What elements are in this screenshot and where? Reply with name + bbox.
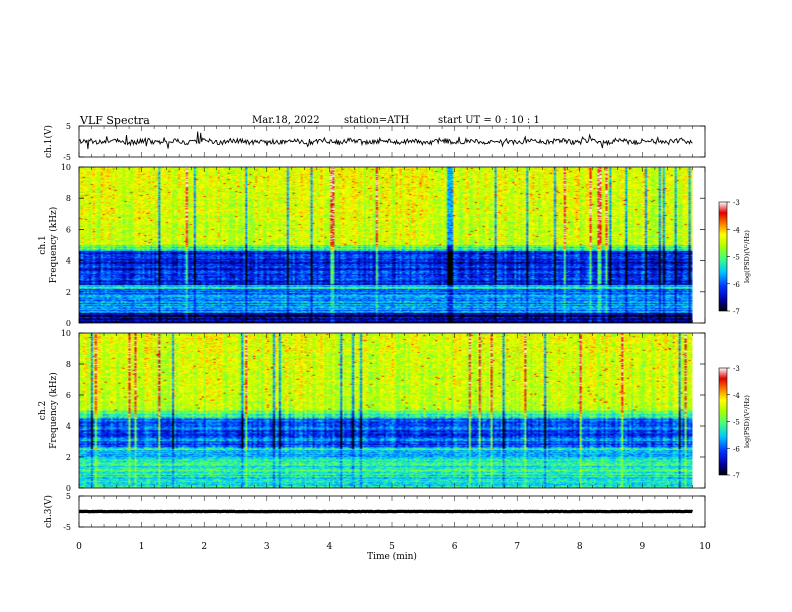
y-tick-label: 10 — [61, 329, 71, 338]
colorbar-ch2-spectrogram — [718, 367, 728, 476]
x-tick-label: 10 — [699, 542, 711, 552]
chart-title: VLF Spectra — [80, 114, 150, 127]
x-tick-label: 6 — [452, 542, 458, 552]
colorbar-tick-label: -4 — [733, 392, 740, 400]
x-tick-label: 0 — [76, 542, 82, 552]
x-tick-label: 9 — [640, 542, 646, 552]
y-tick-label: 10 — [61, 163, 71, 172]
colorbar-ch1-spectrogram — [718, 201, 728, 312]
y-axis-label: Frequency (kHz) — [48, 372, 59, 449]
colorbar-tick-label: -3 — [733, 365, 740, 373]
colorbar-tick-label: -5 — [733, 254, 740, 262]
x-tick-label: 4 — [327, 542, 333, 552]
y-tick-label: -5 — [63, 153, 71, 162]
y-axis-label-channel: ch.1 — [38, 235, 48, 254]
y-tick-label: 8 — [66, 360, 71, 369]
y-tick-label: 5 — [66, 492, 71, 501]
x-tick-label: 2 — [201, 542, 207, 552]
spectrogram-ch2-spectrogram — [79, 333, 693, 488]
y-axis-label-channel: ch.2 — [38, 401, 48, 420]
spectrogram-ch1-spectrogram — [79, 167, 693, 323]
y-tick-label: 4 — [66, 257, 71, 266]
x-tick-label: 5 — [389, 542, 395, 552]
y-tick-label: 0 — [66, 319, 71, 328]
station-label: station=ATH — [344, 115, 410, 126]
y-axis-label: Frequency (kHz) — [48, 207, 59, 284]
y-tick-label: -5 — [63, 523, 71, 532]
y-tick-label: 0 — [66, 484, 71, 493]
y-tick-label: 6 — [66, 225, 71, 234]
colorbar-tick-label: -4 — [733, 226, 740, 234]
colorbar-label: log(PSD)(V²/Hz) — [743, 230, 751, 283]
x-tick-label: 8 — [577, 542, 583, 552]
x-tick-label: 3 — [264, 542, 270, 552]
y-tick-label: 4 — [66, 422, 71, 431]
y-tick-label: 2 — [66, 288, 71, 297]
waveform-ch1-waveform — [78, 131, 693, 149]
colorbar-tick-label: -5 — [733, 419, 740, 427]
date-label: Mar.18, 2022 — [252, 115, 320, 126]
x-tick-label: 1 — [139, 542, 145, 552]
colorbar-tick-label: -3 — [733, 199, 740, 207]
start-time-label: start UT = 0 : 10 : 1 — [438, 115, 540, 126]
y-tick-label: 6 — [66, 391, 71, 400]
colorbar-tick-label: -6 — [733, 281, 740, 289]
y-tick-label: 8 — [66, 194, 71, 203]
y-axis-label: ch.1(V) — [43, 125, 54, 158]
x-axis-label: Time (min) — [367, 551, 417, 562]
colorbar-tick-label: -7 — [733, 308, 740, 316]
colorbar-tick-label: -6 — [733, 445, 740, 453]
colorbar-label: log(PSD)(V²/Hz) — [743, 395, 751, 448]
y-tick-label: 2 — [66, 453, 71, 462]
y-axis-label: ch.3(V) — [43, 495, 54, 528]
x-tick-label: 7 — [514, 542, 520, 552]
y-tick-label: 5 — [66, 122, 71, 131]
colorbar-tick-label: -7 — [733, 472, 740, 480]
